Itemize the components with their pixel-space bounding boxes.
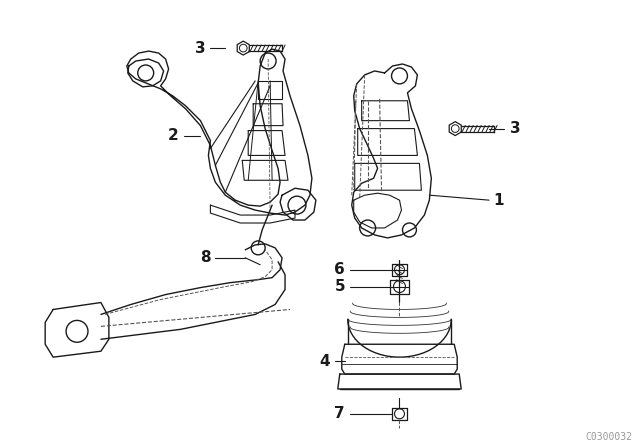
Text: 4: 4 <box>319 353 330 369</box>
Text: 6: 6 <box>335 262 345 277</box>
Text: 3: 3 <box>195 41 205 56</box>
Text: 3: 3 <box>509 121 520 136</box>
Text: C0300032: C0300032 <box>585 432 632 442</box>
Text: 1: 1 <box>494 193 504 208</box>
Text: 7: 7 <box>335 406 345 421</box>
Text: 8: 8 <box>200 250 211 265</box>
Text: 5: 5 <box>335 279 345 294</box>
Text: 2: 2 <box>168 128 179 143</box>
